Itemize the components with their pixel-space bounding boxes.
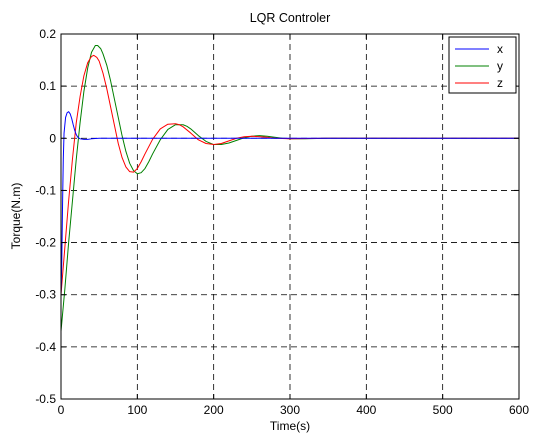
series-line-y bbox=[60, 44, 519, 332]
chart-title: LQR Controler bbox=[250, 11, 331, 25]
series-line-z bbox=[60, 54, 519, 295]
y-tick-label: 0 bbox=[49, 131, 56, 145]
y-tick-label: 0.1 bbox=[39, 79, 56, 93]
legend-label-x: x bbox=[497, 42, 503, 56]
axis-ticks: 0 100 200 300 400 500 600 0.2 0.1 0 -0.1 -0.2 -0.3 -0… bbox=[35, 27, 529, 417]
x-tick-label: 400 bbox=[356, 403, 376, 417]
y-tick-label: -0.4 bbox=[35, 340, 56, 354]
y-tick-label: -0.2 bbox=[35, 236, 56, 250]
legend-label-y: y bbox=[497, 59, 503, 73]
y-tick-label: -0.3 bbox=[35, 288, 56, 302]
legend-label-z: z bbox=[497, 76, 503, 90]
x-axis-label: Time(s) bbox=[270, 419, 310, 433]
x-tick-label: 600 bbox=[509, 403, 529, 417]
x-tick-label: 300 bbox=[280, 403, 300, 417]
series-line-x bbox=[60, 111, 519, 295]
y-axis-label: Torque(N.m) bbox=[9, 183, 23, 250]
series-lines bbox=[60, 44, 519, 332]
legend: xyz bbox=[448, 36, 517, 94]
x-tick-label: 500 bbox=[433, 403, 453, 417]
x-tick-label: 0 bbox=[58, 403, 65, 417]
y-tick-label: -0.5 bbox=[35, 392, 56, 406]
legend-box bbox=[448, 36, 517, 94]
x-tick-label: 100 bbox=[127, 403, 147, 417]
y-tick-label: -0.1 bbox=[35, 183, 56, 197]
x-tick-label: 200 bbox=[204, 403, 224, 417]
y-tick-label: 0.2 bbox=[39, 27, 56, 41]
